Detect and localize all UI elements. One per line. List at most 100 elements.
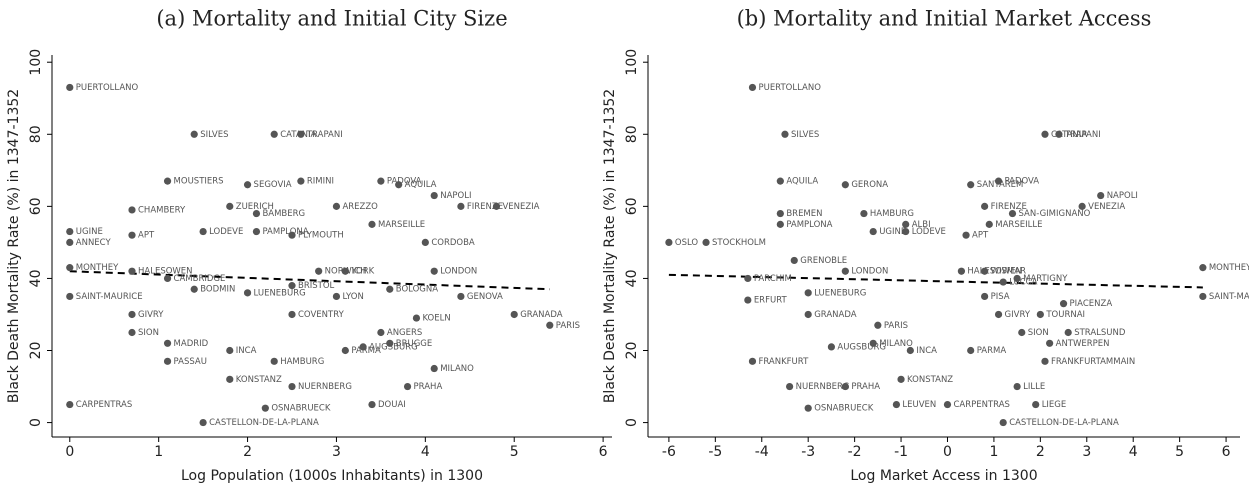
point: [1008, 209, 1017, 218]
point: [981, 202, 989, 210]
point: [1032, 400, 1040, 409]
y-tick-label: 100: [624, 49, 640, 76]
y-axis-title: Black Death Mortality Rate (%) in 1347-1…: [6, 89, 22, 403]
point: [702, 238, 710, 246]
point-label: PARCHIM: [754, 274, 792, 284]
y-tick-label: 80: [624, 125, 640, 143]
point: [981, 267, 989, 275]
point: [66, 264, 74, 272]
point-label: OSLO: [675, 238, 699, 248]
point: [243, 181, 252, 189]
point: [957, 267, 966, 275]
point: [430, 191, 438, 200]
point-label: LODEVE: [912, 227, 946, 237]
point: [270, 130, 278, 138]
y-tick-label: 0: [624, 418, 640, 427]
point: [841, 181, 849, 189]
point-label: NORWICH: [325, 267, 367, 277]
point: [786, 382, 794, 391]
point-label: CASTELLON-DE-LA-PLANA: [209, 418, 319, 428]
point-label: PLYMOUTH: [298, 231, 344, 241]
point-label: AUGSBURG: [369, 342, 418, 352]
x-tick-label: 3: [1082, 444, 1091, 460]
point: [368, 220, 376, 228]
point: [226, 346, 234, 355]
y-tick-label: 40: [624, 270, 640, 288]
point: [288, 282, 296, 290]
point-label: CARPENTRAS: [76, 400, 132, 410]
point: [199, 227, 207, 236]
point: [386, 339, 394, 347]
point-label: ANGERS: [387, 328, 422, 338]
point-label: GIVRY: [138, 310, 164, 320]
point-label: PRAHA: [851, 382, 880, 392]
point: [994, 310, 1003, 319]
point: [430, 267, 438, 275]
point-label: PISA: [991, 292, 1010, 302]
point-label: KONSTANZ: [907, 375, 953, 385]
y-tick-label: 20: [624, 342, 640, 360]
point: [943, 400, 952, 409]
point-label: ZUERICH: [236, 202, 274, 212]
point: [776, 220, 784, 228]
point: [790, 256, 798, 265]
point: [1097, 191, 1105, 200]
point-label: SANTAREM: [977, 180, 1024, 190]
point-label: PARIS: [556, 321, 580, 331]
point: [297, 177, 305, 185]
point-label: LONDON: [440, 267, 477, 277]
point-label: INCA: [236, 346, 257, 356]
point-label: CARPENTRAS: [953, 400, 1009, 410]
point: [902, 227, 910, 236]
point-label: MILANO: [879, 339, 913, 349]
point-label: UGINE: [879, 227, 906, 237]
x-tick-label: 0: [943, 444, 952, 460]
point-label: PAMPLONA: [262, 227, 308, 237]
point: [297, 130, 305, 138]
point: [341, 346, 349, 355]
x-tick-label: 4: [421, 444, 430, 460]
point: [804, 289, 812, 297]
point-label: LUCCA: [1009, 278, 1037, 288]
point-label: CAMBRIDGE: [174, 274, 226, 284]
point-label: SAN-GIMIGNANO: [1018, 209, 1090, 219]
point: [315, 267, 323, 275]
point: [412, 314, 421, 322]
point-label: CORDOBA: [431, 238, 475, 248]
point-label: KOELN: [422, 314, 450, 324]
point-label: SAINT-MAURICE: [76, 292, 143, 302]
point: [967, 346, 975, 355]
point-label: DOUAI: [378, 400, 406, 410]
y-axis-title: Black Death Mortality Rate (%) in 1347-1…: [602, 89, 618, 403]
point-label: ERFURT: [754, 296, 788, 306]
point-label: VENEZIA: [502, 202, 539, 212]
point: [288, 382, 296, 391]
point: [163, 177, 172, 185]
x-tick-label: 6: [599, 444, 608, 460]
y-tick-label: 80: [28, 125, 44, 143]
x-tick-label: -4: [755, 444, 769, 460]
point: [874, 321, 882, 329]
point: [869, 339, 877, 347]
point: [892, 400, 901, 409]
x-axis-title: Log Population (1000s Inhabitants) in 13…: [181, 468, 483, 484]
point: [1059, 300, 1068, 308]
point: [457, 292, 465, 301]
point: [377, 328, 385, 337]
point: [66, 227, 74, 236]
fit-line: [69, 270, 550, 291]
x-tick-label: -5: [708, 444, 722, 460]
point: [841, 382, 849, 391]
point: [395, 181, 403, 189]
y-tick-label: 0: [28, 418, 44, 427]
point: [967, 181, 975, 189]
point-label: BREMEN: [786, 209, 822, 219]
point: [368, 400, 376, 409]
point-label: AQUILA: [786, 177, 818, 187]
point: [288, 231, 296, 239]
point-label: TRAPANI: [1064, 130, 1101, 140]
point: [386, 285, 394, 293]
point: [163, 357, 172, 365]
x-tick-label: 1: [989, 444, 998, 460]
point: [748, 357, 757, 365]
